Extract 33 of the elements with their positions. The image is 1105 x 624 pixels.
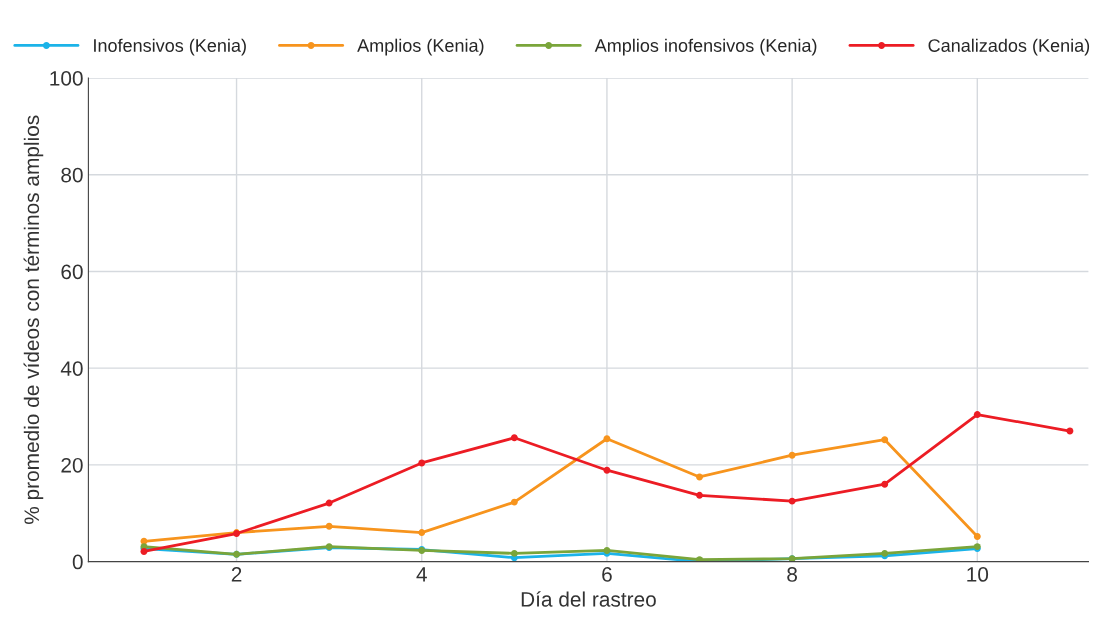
point (973, 411, 981, 419)
x-tick-label: 6 (602, 567, 612, 582)
x-tick-label: 10 (967, 567, 989, 582)
y-tick-label: 20 (61, 457, 83, 473)
x-tick-label: 4 (416, 567, 427, 582)
legend-label: Amplios (Kenia) (357, 38, 484, 56)
x-tick-label: 8 (787, 567, 798, 582)
point (696, 491, 703, 499)
y-tick-label: 80 (61, 167, 83, 183)
point (973, 532, 981, 540)
point (418, 459, 426, 467)
legend-label: Amplios inofensivos (Kenia) (594, 38, 817, 56)
x-tick-label: 2 (231, 567, 242, 582)
point (696, 473, 703, 481)
point (881, 480, 889, 488)
y-tick-label: 0 (72, 554, 83, 570)
point (510, 498, 518, 506)
point (418, 529, 426, 537)
y-tick-label: 40 (60, 361, 83, 376)
point (510, 549, 518, 557)
point (325, 522, 333, 530)
y-tick-label: 100 (50, 71, 83, 86)
legend-label: Canalizados (Kenia) (928, 38, 1090, 56)
point (603, 435, 611, 443)
y-tick-label: 60 (61, 264, 83, 280)
point (881, 436, 889, 444)
y-axis-title: % promedio de vídeos con términos amplios (23, 115, 44, 525)
point (603, 466, 611, 474)
point (788, 497, 796, 505)
x-axis-title: Día del rastreo (521, 591, 656, 607)
legend-label: Inofensivos (Kenia) (94, 38, 246, 56)
point (788, 451, 796, 459)
point (510, 434, 518, 442)
